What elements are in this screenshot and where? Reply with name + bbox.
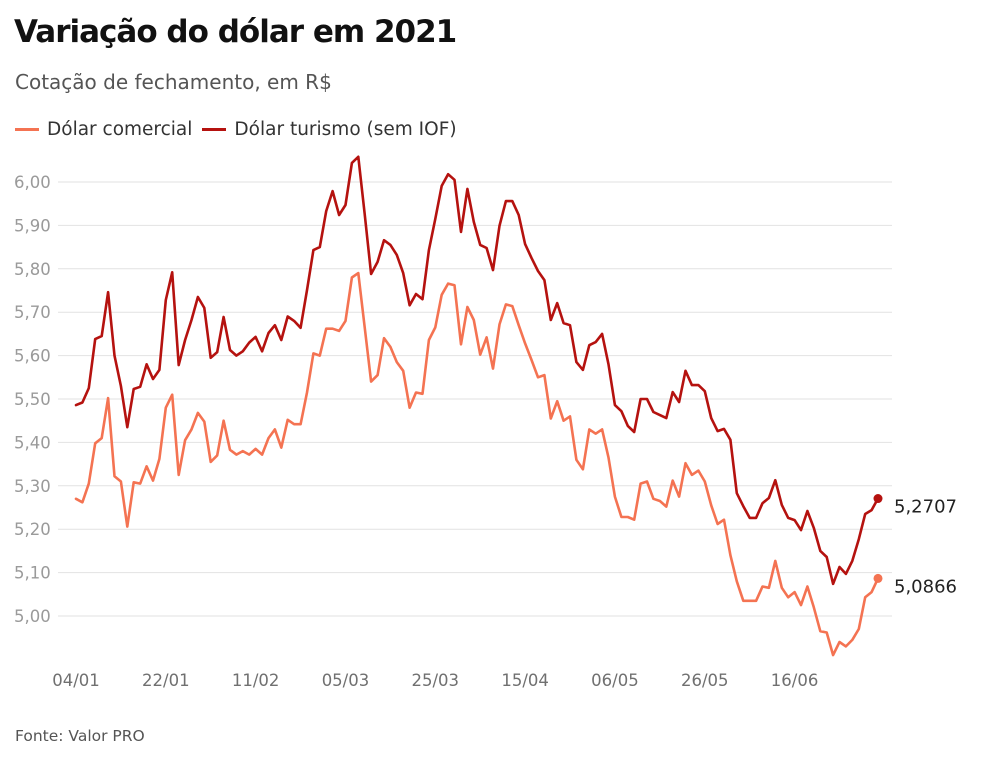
legend-label-turismo: Dólar turismo (sem IOF): [234, 119, 457, 140]
end-marker-comercial: [873, 573, 883, 583]
end-marker-turismo: [873, 494, 883, 504]
legend-item-comercial: Dólar comercial: [15, 119, 192, 140]
chart-subtitle: Cotação de fechamento, em R$: [15, 70, 332, 94]
y-tick-label: 6,00: [14, 173, 51, 192]
source-note: Fonte: Valor PRO: [15, 727, 145, 745]
x-tick-label: 15/04: [501, 671, 549, 690]
x-tick-label: 04/01: [52, 671, 100, 690]
y-tick-label: 5,40: [14, 433, 51, 452]
x-tick-label: 22/01: [142, 671, 190, 690]
x-tick-label: 26/05: [681, 671, 729, 690]
y-tick-label: 5,10: [14, 564, 51, 583]
series-lines: [74, 155, 880, 657]
series-line-comercial: [74, 271, 880, 657]
end-label-turismo: 5,2707: [894, 497, 957, 518]
y-tick-label: 5,30: [14, 477, 51, 496]
end-markers: 5,0866 5,2707: [873, 494, 957, 597]
x-axis: 04/01 22/01 11/02 05/03 25/03 15/04 06/05 26/05…: [52, 671, 818, 690]
end-label-comercial: 5,0866: [894, 576, 957, 597]
legend-label-comercial: Dólar comercial: [47, 119, 193, 140]
x-tick-label: 05/03: [322, 671, 370, 690]
grid-lines: [58, 181, 892, 617]
chart-title: Variação do dólar em 2021: [14, 14, 457, 50]
x-tick-label: 06/05: [591, 671, 639, 690]
y-tick-label: 5,00: [14, 607, 51, 626]
legend: Dólar comercial Dólar turismo (sem IOF): [15, 119, 467, 140]
y-axis: 6,00 5,90 5,80 5,70 5,60 5,50 5,40 5,30 5,20 5,10…: [14, 173, 51, 626]
y-tick-label: 5,20: [14, 520, 51, 539]
y-tick-label: 5,60: [14, 347, 51, 366]
y-tick-label: 5,80: [14, 260, 51, 279]
legend-swatch-comercial: [15, 128, 39, 131]
y-tick-label: 5,70: [14, 303, 51, 322]
x-tick-label: 25/03: [412, 671, 460, 690]
series-line-turismo: [74, 155, 880, 586]
x-tick-label: 11/02: [232, 671, 280, 690]
legend-swatch-turismo: [202, 128, 227, 131]
x-tick-label: 16/06: [771, 671, 819, 690]
y-tick-label: 5,50: [14, 390, 51, 409]
legend-item-turismo: Dólar turismo (sem IOF): [202, 119, 457, 140]
y-tick-label: 5,90: [14, 216, 51, 235]
